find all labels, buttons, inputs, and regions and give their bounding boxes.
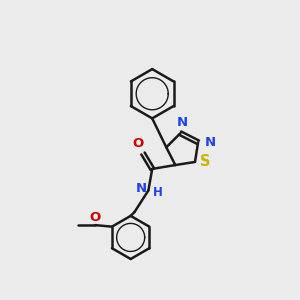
Text: H: H — [153, 186, 163, 199]
Text: O: O — [133, 137, 144, 150]
Text: N: N — [204, 136, 215, 149]
Text: N: N — [176, 116, 188, 129]
Text: N: N — [136, 182, 147, 195]
Text: S: S — [200, 154, 210, 169]
Text: O: O — [89, 211, 101, 224]
